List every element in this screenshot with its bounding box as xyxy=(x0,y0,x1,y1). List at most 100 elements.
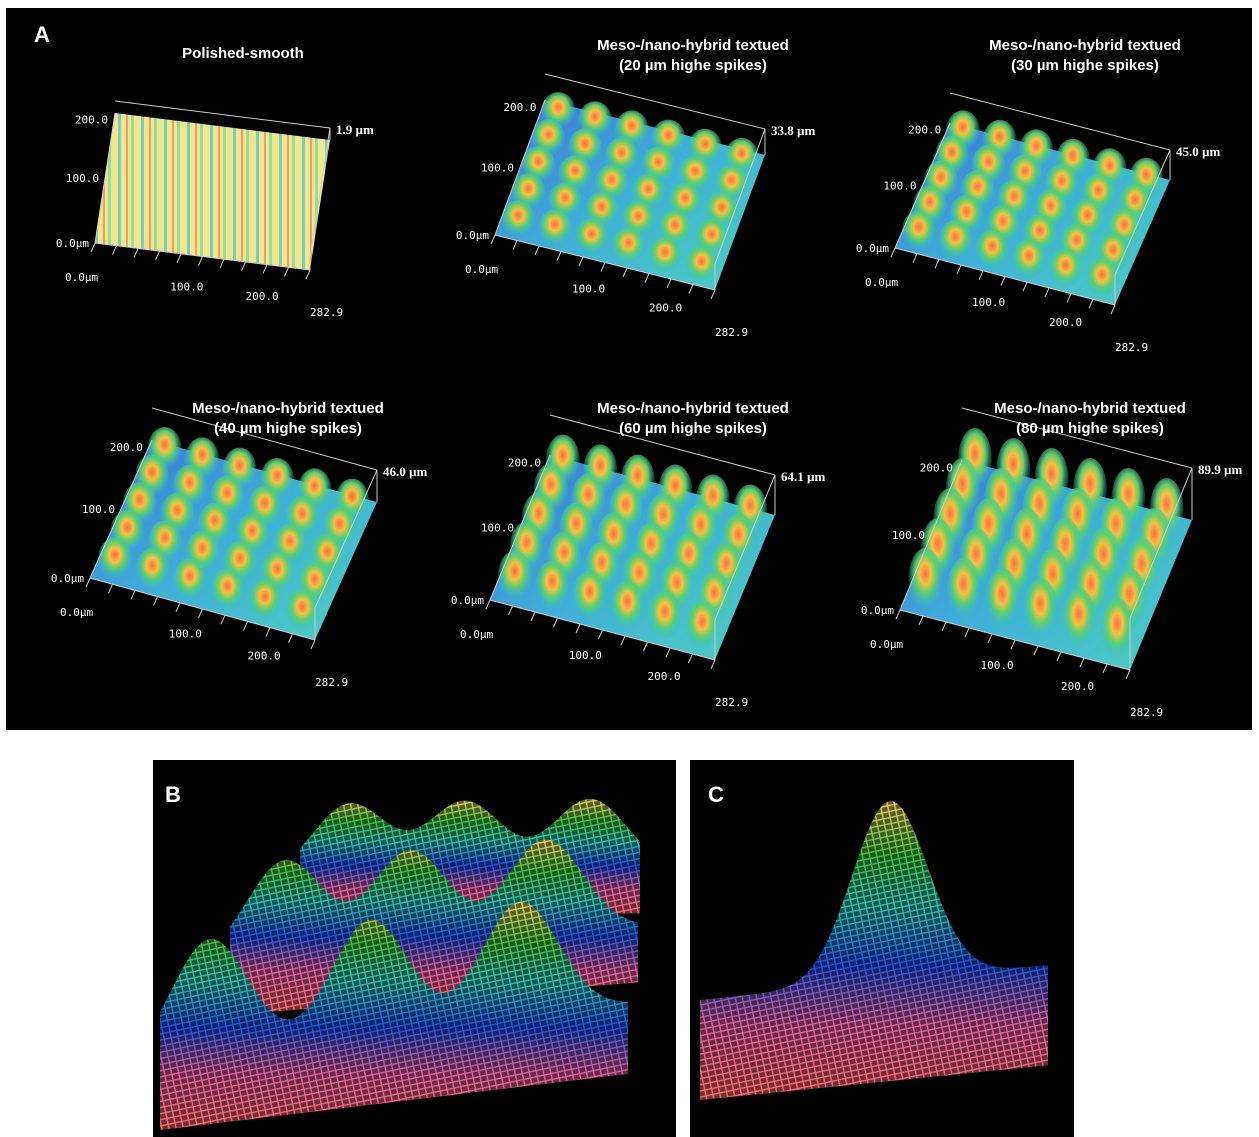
axis-tick xyxy=(220,614,226,625)
axis-tick xyxy=(1000,276,1006,286)
x-tick-label: 200.0 xyxy=(649,302,682,315)
spike xyxy=(908,548,943,612)
axis-tick xyxy=(1010,639,1016,650)
axis-tick xyxy=(710,659,716,670)
spike xyxy=(1085,257,1120,300)
axis-tick xyxy=(643,641,648,652)
axis-tick xyxy=(598,629,603,640)
surface-plot: Polished-smooth 1.9 µm 0.0µm 100.0 200.0 0.0µ… xyxy=(56,45,374,319)
spike xyxy=(946,558,981,622)
axis-tick xyxy=(241,261,246,272)
axis-tick xyxy=(941,621,947,632)
spike xyxy=(97,537,132,582)
y-tick-label: 0.0µm xyxy=(451,594,484,607)
axis-line xyxy=(151,407,378,471)
spike xyxy=(901,210,936,253)
plot-title: Meso-/nano-hybrid textued xyxy=(597,400,789,417)
x-tick-label: 0.0µm xyxy=(460,628,493,641)
x-tick-label: 282.9 xyxy=(1115,341,1148,354)
axis-tick xyxy=(490,234,496,245)
x-tick-label: 282.9 xyxy=(715,696,748,709)
spike xyxy=(648,236,682,275)
plot-title: Meso-/nano-hybrid textued xyxy=(192,400,384,417)
x-tick-label: 282.9 xyxy=(310,306,343,319)
axis-tick xyxy=(508,605,513,616)
axis-tick xyxy=(644,273,650,283)
y-tick-label: 200.0 xyxy=(508,456,541,469)
panel-c-surface xyxy=(700,801,1048,1100)
axis-line xyxy=(494,99,546,236)
spike xyxy=(685,600,720,653)
axis-tick xyxy=(176,253,182,264)
axis-line xyxy=(94,112,116,244)
surface-plot: Meso-/nano-hybrid textued (20 µm highe sp… xyxy=(456,37,816,339)
axis-tick xyxy=(243,621,248,631)
spike xyxy=(938,219,973,262)
y-tick-label: 100.0 xyxy=(82,503,115,516)
spike xyxy=(1023,578,1058,642)
axis-tick xyxy=(1110,304,1116,315)
spike xyxy=(1061,588,1096,652)
axis-tick xyxy=(85,577,91,588)
axis-line xyxy=(549,414,776,476)
axis-tick xyxy=(530,611,536,622)
axis-tick xyxy=(1102,663,1108,674)
y-tick-label: 200.0 xyxy=(908,123,941,136)
spike xyxy=(975,229,1010,272)
axis-tick xyxy=(578,256,584,267)
spike xyxy=(172,558,207,603)
y-tick-label: 0.0µm xyxy=(56,237,89,250)
axis-tick xyxy=(262,264,268,274)
spike xyxy=(985,568,1020,632)
axis-tick xyxy=(890,247,896,258)
plot-title: (60 µm highe spikes) xyxy=(619,420,767,437)
x-tick-label: 200.0 xyxy=(1049,316,1082,329)
spike xyxy=(684,245,719,284)
axis-tick xyxy=(1125,669,1131,680)
panel-label: C xyxy=(708,782,724,807)
axis-tick xyxy=(130,590,136,600)
spike xyxy=(647,590,682,643)
x-tick-label: 100.0 xyxy=(972,296,1005,309)
axis-tick xyxy=(956,264,962,275)
plot-title: Polished-smooth xyxy=(182,45,304,62)
surface-plot: Meso-/nano-hybrid textued (30 µm highe sp… xyxy=(856,37,1221,354)
axis-line xyxy=(544,73,766,130)
axis-tick xyxy=(710,289,716,300)
axis-tick xyxy=(895,609,901,620)
x-tick-label: 282.9 xyxy=(315,676,348,689)
x-tick-label: 100.0 xyxy=(981,659,1014,672)
spike xyxy=(1011,238,1046,281)
y-tick-label: 100.0 xyxy=(481,522,514,535)
axis-tick xyxy=(198,256,203,266)
axis-tick xyxy=(1066,293,1072,303)
z-max-label: 1.9 µm xyxy=(336,122,374,137)
spike xyxy=(572,570,607,623)
axis-tick xyxy=(284,267,289,277)
y-tick-label: 200.0 xyxy=(503,101,536,114)
x-tick-label: 0.0µm xyxy=(865,276,898,289)
axis-tick xyxy=(219,258,225,269)
axis-tick xyxy=(556,251,562,261)
axis-tick xyxy=(1056,651,1062,662)
x-tick-label: 100.0 xyxy=(572,282,605,295)
axis-tick xyxy=(665,647,671,658)
x-tick-label: 100.0 xyxy=(569,649,602,662)
mesh-grid xyxy=(700,801,1048,1100)
axis-tick xyxy=(310,639,316,650)
plot-title: (80 µm highe spikes) xyxy=(1016,420,1164,437)
plot-title: (20 µm highe spikes) xyxy=(619,57,767,74)
spike xyxy=(611,227,646,266)
spike xyxy=(285,589,320,634)
surface-plot: Meso-/nano-hybrid textued (80 µm highe sp… xyxy=(861,400,1243,719)
axis-tick xyxy=(600,262,606,272)
axis-tick xyxy=(553,617,558,628)
axis-line xyxy=(961,407,1193,469)
axis-tick xyxy=(512,240,518,250)
axis-line xyxy=(309,127,331,259)
x-tick-label: 200.0 xyxy=(246,290,279,303)
mesh-grid xyxy=(160,901,628,1130)
axis-tick xyxy=(112,245,117,255)
axis-line xyxy=(899,459,963,611)
axis-tick xyxy=(534,245,540,256)
